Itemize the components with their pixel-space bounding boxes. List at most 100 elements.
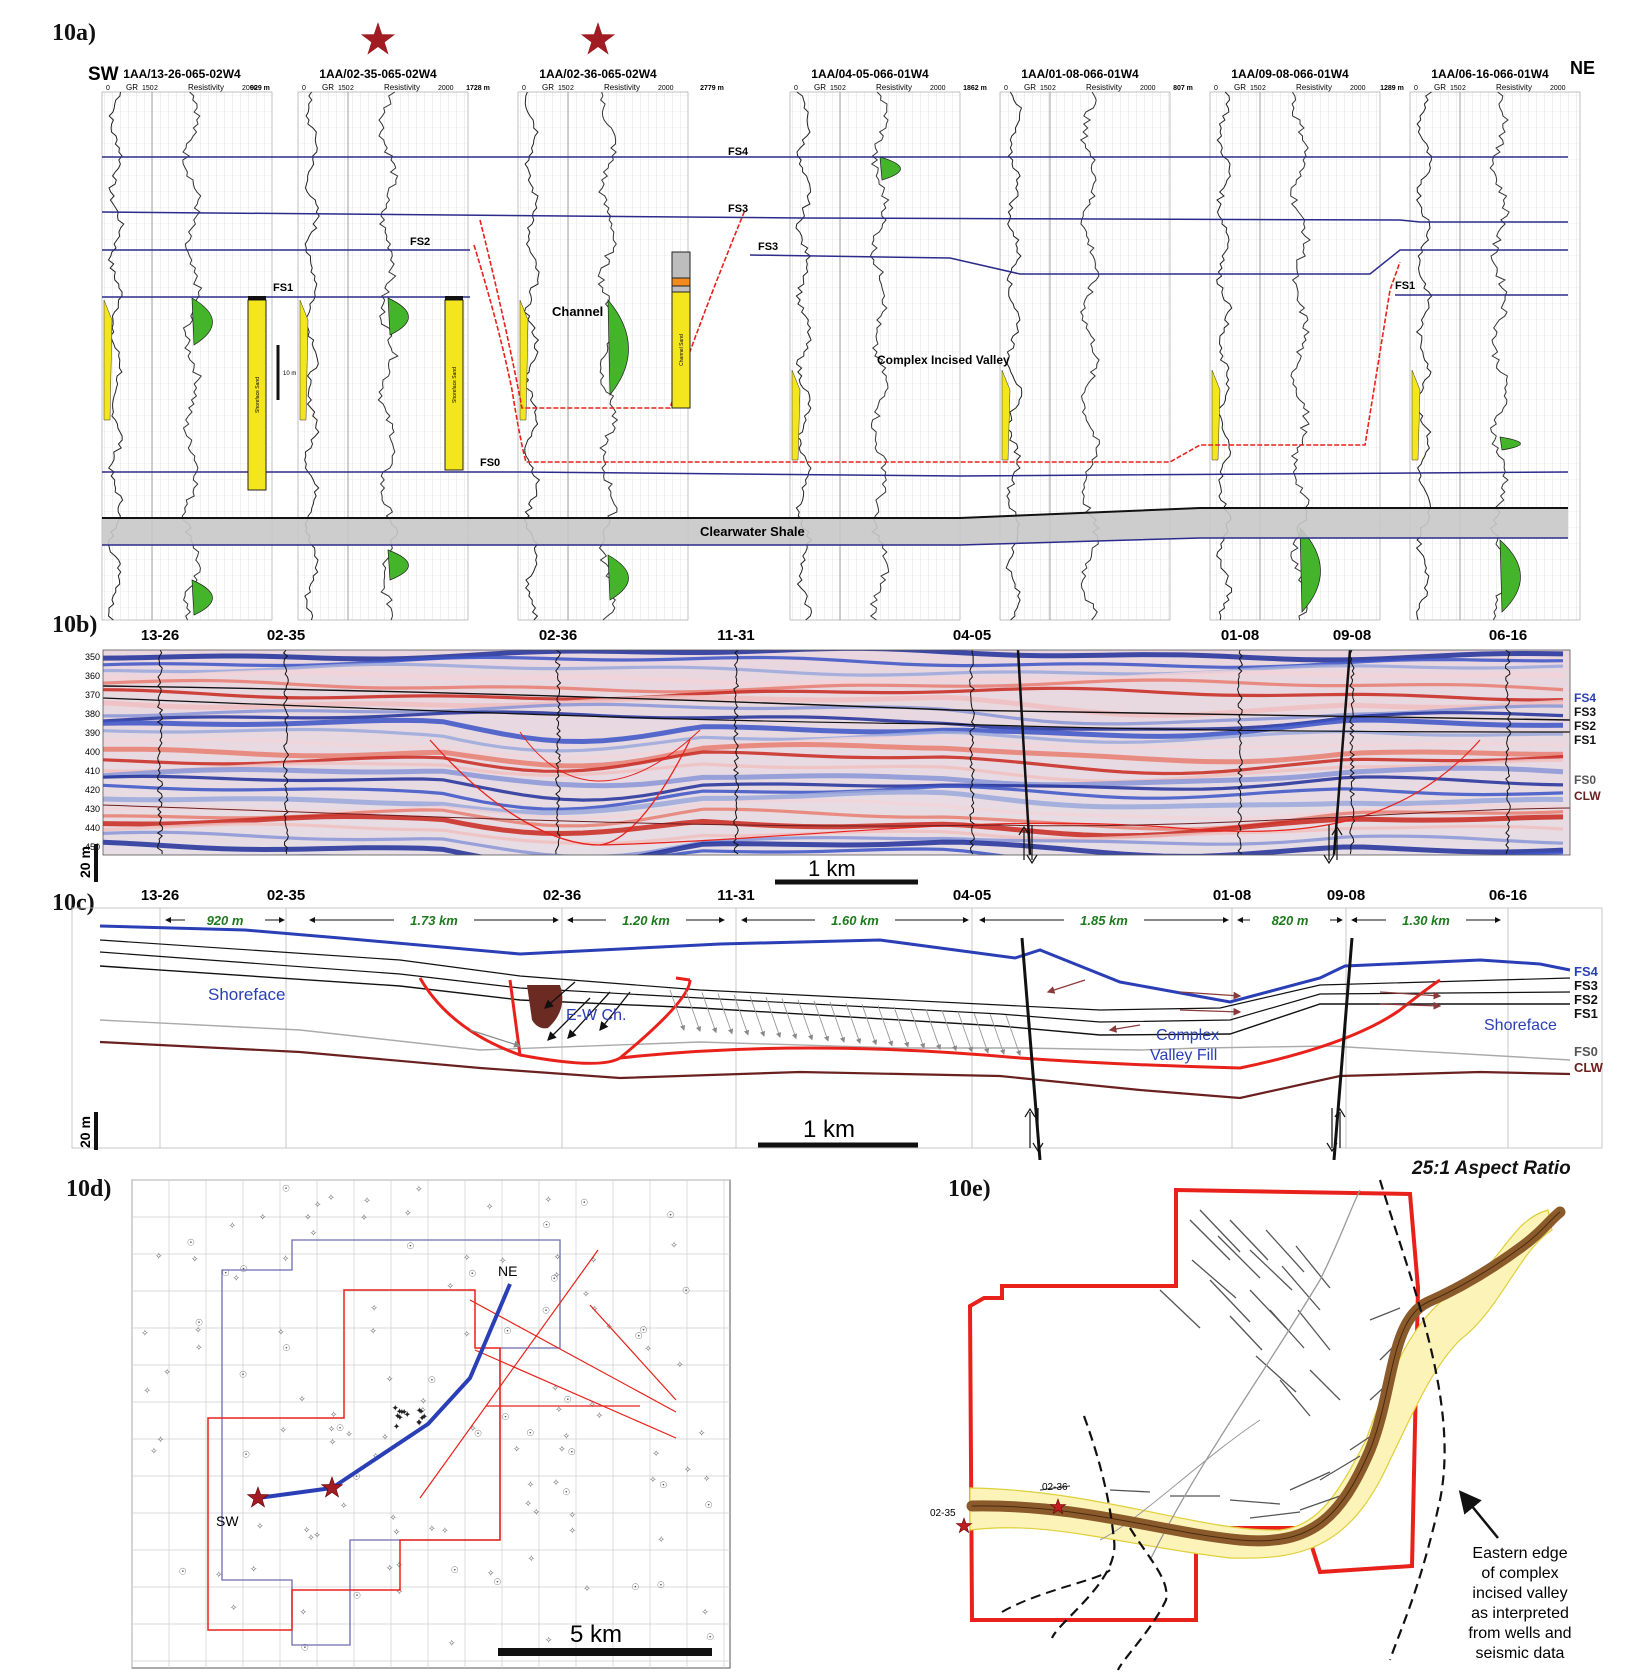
seismic-horizon-label: FS0 [1574, 773, 1596, 787]
svg-text:0: 0 [794, 85, 798, 92]
label-sw: SW [88, 64, 119, 85]
interp-hatch-line [1189, 1219, 1231, 1261]
seismic-well-trace [969, 650, 976, 855]
interp-hatch-line [1319, 1455, 1361, 1481]
valley-belt-zone [969, 1209, 1553, 1559]
seismic-reflector [103, 694, 1564, 718]
map-well-symbol: ✧ [404, 1208, 412, 1218]
map-fault-2 [469, 1299, 677, 1413]
svg-text:0: 0 [1414, 85, 1418, 92]
interp-distance-label: 1.60 km [831, 913, 879, 928]
map-well-symbol: ✧ [569, 1526, 577, 1536]
map-well-symbol: ✧ [419, 1405, 427, 1415]
map-well-symbol: ✧ [340, 1501, 348, 1511]
interp-hatch-line [1281, 1265, 1321, 1311]
interp-hatch-line [1295, 1245, 1331, 1289]
svg-text:✦: ✦ [400, 1407, 408, 1417]
map-well-symbol: ✧ [215, 1569, 223, 1579]
seismic-reflector [103, 758, 1564, 783]
map-study-outline [207, 1289, 501, 1631]
map-well-symbol: ✧ [463, 1253, 471, 1263]
map-well-symbol: ✧ [363, 1196, 371, 1206]
svg-text:2000: 2000 [1350, 85, 1366, 92]
interp-hatch-line [1199, 1209, 1241, 1253]
eastern-edge-note-line: seismic data [1476, 1645, 1565, 1662]
seismic-well-label: 02-36 [539, 627, 577, 644]
seismic-horizon-fs0 [103, 804, 1570, 827]
map-well-symbol: ✧ [670, 1240, 678, 1250]
map-well-symbol: ✧ [554, 1252, 562, 1262]
svg-text:✦: ✦ [415, 1417, 423, 1427]
svg-text:✦: ✦ [421, 1411, 429, 1421]
map-well-symbol: ✧ [229, 1221, 237, 1231]
depth-tick-label: 360 [85, 671, 100, 681]
svg-text:2000: 2000 [1140, 85, 1156, 92]
interp-valley-incision [418, 977, 1441, 1070]
map-well-symbol: ☉ [301, 1642, 309, 1652]
seismic-horizon-fs3 [103, 697, 1570, 733]
horizon-fs3-lower [749, 249, 1568, 275]
label-clearwater-shale: Clearwater Shale [700, 524, 805, 539]
well-label-02-36: 02-36 [1042, 1482, 1068, 1493]
map-well-symbol: ✧ [555, 1404, 563, 1414]
interp-hatch-line [1249, 1249, 1293, 1291]
svg-text:✦: ✦ [416, 1406, 424, 1416]
svg-text:2: 2 [1462, 85, 1466, 92]
panel-e-label: 10e) [948, 1176, 991, 1202]
interp-hatch-line [1039, 1485, 1071, 1491]
map-well-symbol: ✧ [701, 1607, 709, 1617]
map-well-symbol: ✧ [553, 1270, 561, 1280]
map-well-symbol: ✧ [533, 1507, 541, 1517]
seismic-well-label: 09-08 [1333, 627, 1371, 644]
map-well-symbol: ✧ [329, 1437, 337, 1447]
map-well-symbol: ✧ [313, 1530, 321, 1540]
seismic-horizon-label: FS3 [1574, 705, 1596, 719]
svg-text:150: 150 [1250, 85, 1262, 92]
map-well-symbol: ✧ [233, 1273, 241, 1283]
interp-well-label: 06-16 [1489, 887, 1527, 904]
svg-text:0: 0 [522, 85, 526, 92]
interp-well-label: 01-08 [1213, 887, 1251, 904]
interp-hatch-line [1159, 1289, 1201, 1329]
interp-horizon-clw [99, 1040, 1571, 1100]
seismic-well-label: 06-16 [1489, 627, 1527, 644]
eastern-edge-note-line: incised valley [1472, 1585, 1567, 1602]
interp-horizon-label: FS3 [1574, 978, 1598, 993]
map-well-symbol: ✧ [143, 1386, 151, 1396]
interp-hatch-line [1309, 1369, 1341, 1401]
interp-hatch-line [1191, 1259, 1237, 1299]
svg-text:2000: 2000 [438, 85, 454, 92]
seismic-well-trace [282, 650, 290, 855]
panel-c-interpretation-section: 13-26 02-35 02-36 11-31 04-05 01-08 09-08 06-16… [71, 887, 1604, 1160]
svg-text:0: 0 [1214, 85, 1218, 92]
map-well-symbol: ✧ [420, 1396, 428, 1406]
interp-horizon-fs2 [99, 951, 1571, 1023]
interp-well-label: 04-05 [953, 887, 991, 904]
map-well-symbol: ☉ [282, 1184, 290, 1194]
svg-text:✦: ✦ [393, 1422, 401, 1432]
svg-text:2000: 2000 [658, 85, 674, 92]
depth-tick-label: 370 [85, 690, 100, 700]
map-well-symbol: ✧ [195, 1343, 203, 1353]
depth-tick-label: 420 [85, 785, 100, 795]
map-well-symbol: ✧ [591, 1304, 599, 1314]
svg-text:0: 0 [1004, 85, 1008, 92]
interp-hatch-line [1265, 1229, 1305, 1273]
seismic-well-trace [156, 650, 164, 854]
label-complex: Complex [1156, 1027, 1219, 1044]
map-well-symbol: ✧ [569, 1510, 577, 1520]
well-star-icon-02-35 [955, 1517, 973, 1534]
seismic-channel-outline [519, 729, 701, 782]
map-well-symbol: ✧ [386, 1563, 394, 1573]
seismic-reflector [103, 839, 1564, 855]
map-well-symbol: ✧ [300, 1607, 308, 1617]
seismic-reflector [103, 678, 1564, 694]
seismic-reflector [103, 765, 1564, 789]
panel-a-label: 10a) [52, 20, 96, 46]
seismic-well-label: 11-31 [717, 627, 755, 644]
gr-header: GR [814, 83, 826, 92]
map-label-ne: NE [498, 1263, 517, 1279]
seismic-horizon-fs4 [103, 685, 1570, 721]
gr-header: GR [1024, 83, 1036, 92]
map-well-symbol: ☉ [474, 1428, 482, 1438]
